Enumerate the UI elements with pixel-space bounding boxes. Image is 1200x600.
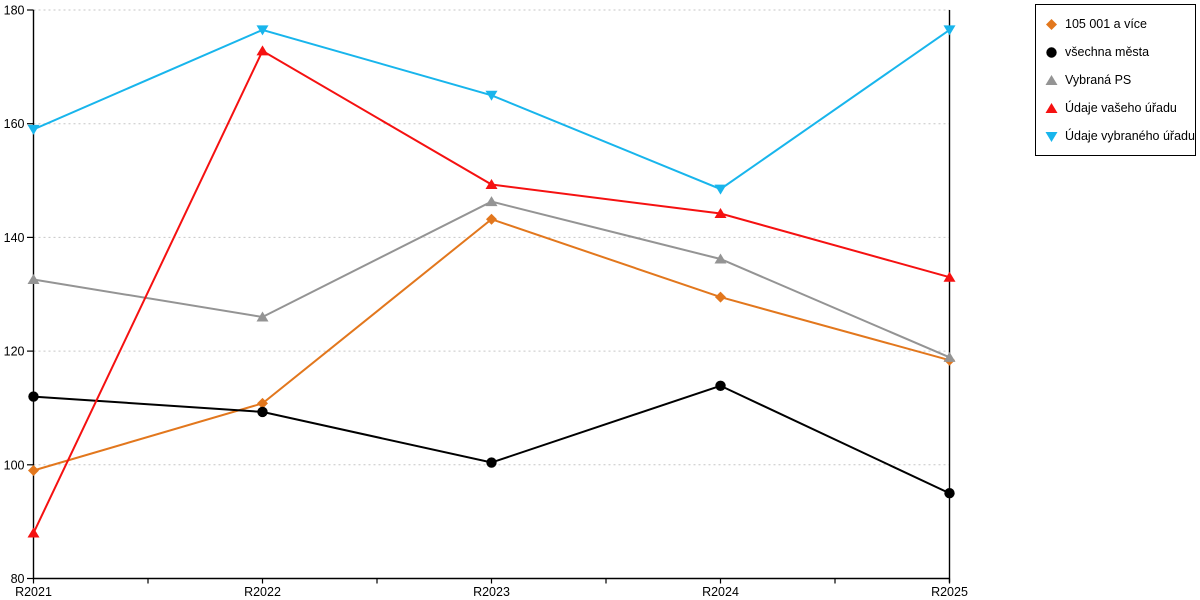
y-tick-label: 140: [4, 231, 25, 245]
y-tick-label: 120: [4, 345, 25, 359]
x-tick-label: R2022: [244, 585, 281, 599]
data-point: [714, 184, 727, 195]
legend-item: 105 001 a více: [1045, 10, 1185, 38]
data-point: [486, 457, 497, 468]
triangle-up-marker-icon: [1045, 102, 1058, 115]
data-point: [256, 25, 269, 36]
legend-label: 105 001 a více: [1065, 17, 1148, 31]
y-tick-label: 80: [11, 572, 25, 586]
data-point: [257, 397, 268, 409]
y-tick-label: 160: [4, 117, 25, 131]
y-tick-label: 180: [4, 4, 25, 18]
data-point: [943, 351, 956, 362]
legend-label: Vybraná PS: [1065, 73, 1132, 87]
data-point: [27, 527, 40, 538]
series-line: [33, 218, 950, 472]
legend-label: všechna města: [1065, 45, 1150, 59]
legend-item: všechna města: [1045, 38, 1185, 66]
legend-label: Údaje vybraného úřadu: [1065, 129, 1195, 143]
triangle-down-marker-icon: [1045, 130, 1058, 143]
data-point: [943, 271, 956, 282]
series-line: [33, 384, 950, 495]
x-tick-label: R2021: [15, 585, 52, 599]
x-tick-label: R2024: [702, 585, 739, 599]
data-point: [715, 380, 726, 391]
data-point: [486, 213, 497, 225]
series-line: [33, 200, 950, 359]
data-point: [944, 488, 955, 499]
data-point: [714, 253, 727, 264]
data-point: [257, 406, 268, 418]
circle-marker-icon: [1045, 46, 1058, 59]
data-point: [28, 464, 39, 476]
legend-item: Údaje vybraného úřadu: [1045, 122, 1195, 150]
legend-item: Údaje vašeho úřadu: [1045, 94, 1185, 122]
data-point: [28, 391, 39, 402]
x-tick-label: R2025: [931, 585, 968, 599]
triangle-up-marker-icon: [1045, 74, 1058, 87]
data-point: [943, 25, 956, 36]
legend-item: Vybraná PS: [1045, 66, 1185, 94]
chart-legend: 105 001 a více všechna města Vybraná PS …: [1035, 4, 1196, 156]
data-point: [485, 196, 498, 207]
y-tick-label: 100: [4, 458, 25, 472]
data-point: [27, 124, 40, 135]
data-point: [715, 291, 726, 303]
data-point: [256, 311, 269, 322]
diamond-marker-icon: [1045, 18, 1058, 31]
data-point: [27, 273, 40, 284]
data-point: [256, 45, 269, 56]
x-tick-label: R2023: [473, 585, 510, 599]
data-point: [714, 208, 727, 219]
series-line: [33, 28, 951, 191]
data-point: [485, 90, 498, 101]
legend-label: Údaje vašeho úřadu: [1065, 101, 1177, 115]
data-point: [485, 179, 498, 190]
